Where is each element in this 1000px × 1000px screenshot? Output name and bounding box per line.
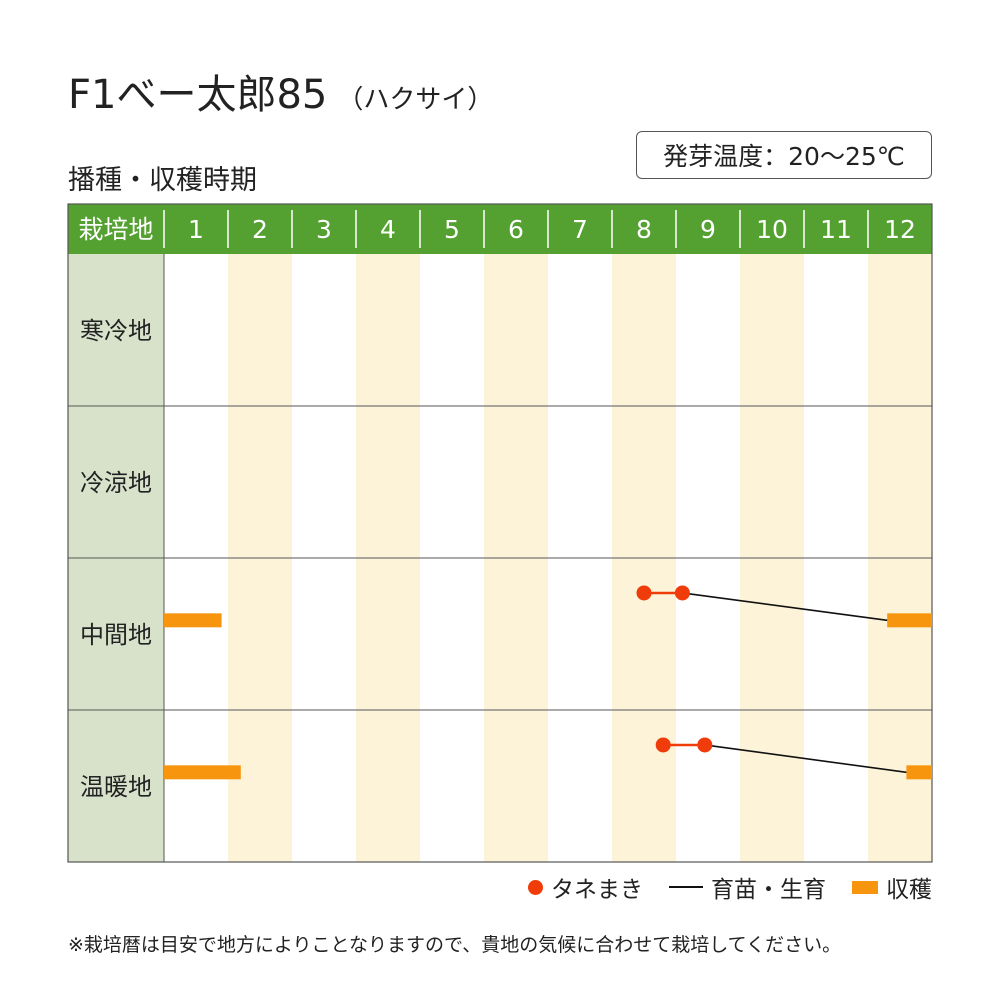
chart-frame <box>67 203 933 863</box>
month-label: 10 <box>756 215 788 244</box>
month-label: 9 <box>700 215 716 244</box>
germination-temp-box: 発芽温度：20～25℃ <box>636 131 932 179</box>
sowing-dot <box>636 585 652 601</box>
legend-sowing: タネまき <box>528 870 643 904</box>
region-label: 寒冷地 <box>80 317 152 345</box>
month-label: 2 <box>252 215 268 244</box>
sowing-dot <box>655 737 671 753</box>
harvest-bar <box>906 765 932 780</box>
section-title: 播種・収穫時期 <box>68 165 257 196</box>
legend-harvest-label: 収穫 <box>886 877 932 903</box>
header-label: 栽培地 <box>78 215 153 244</box>
harvest-bar-icon <box>852 880 878 894</box>
header-bar <box>68 204 932 254</box>
title-sub: （ハクサイ） <box>337 85 494 115</box>
sowing-dot <box>674 585 690 601</box>
month-label: 6 <box>508 215 524 244</box>
growth-line <box>682 592 888 622</box>
chart-title: F1べー太郎85 （ハクサイ） <box>68 62 493 120</box>
month-label: 7 <box>572 215 588 244</box>
legend-harvest: 収穫 <box>852 870 932 904</box>
growth-line <box>704 744 907 774</box>
title-main: F1べー太郎85 <box>68 72 328 118</box>
region-label: 温暖地 <box>80 773 152 801</box>
legend: タネまき 育苗・生育 収穫 <box>502 870 932 904</box>
month-label: 12 <box>884 215 916 244</box>
harvest-bar <box>164 613 222 628</box>
harvest-bar <box>164 765 241 780</box>
legend-raising-label: 育苗・生育 <box>711 877 826 903</box>
month-label: 5 <box>444 215 460 244</box>
month-label: 8 <box>636 215 652 244</box>
month-label: 1 <box>188 215 204 244</box>
growth-line-icon <box>669 886 703 888</box>
month-label: 3 <box>316 215 332 244</box>
sowing-dot-icon <box>528 879 543 895</box>
legend-raising: 育苗・生育 <box>669 870 826 904</box>
region-label: 中間地 <box>80 621 152 649</box>
legend-sowing-label: タネまき <box>551 877 643 903</box>
sowing-dot <box>697 737 713 753</box>
month-label: 4 <box>380 215 396 244</box>
region-label: 冷涼地 <box>80 469 152 497</box>
harvest-bar <box>887 613 932 628</box>
footnote: ※栽培暦は目安で地方によりことなりますので、貴地の気候に合わせて栽培してください… <box>68 934 842 956</box>
month-label: 11 <box>820 215 852 244</box>
